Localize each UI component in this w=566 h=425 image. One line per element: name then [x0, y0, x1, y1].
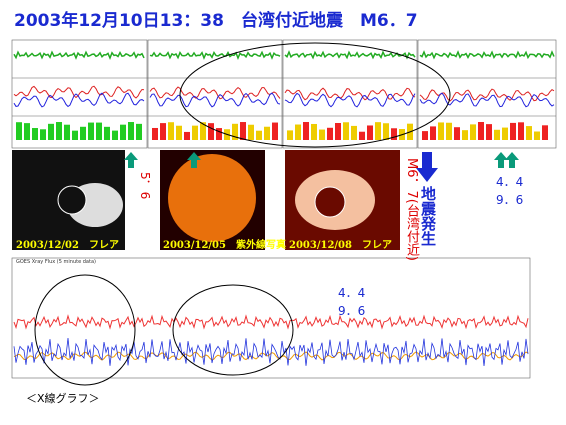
bar-decoration	[319, 129, 325, 140]
lower-chart	[11, 257, 531, 379]
bar-decoration	[430, 126, 436, 140]
bar-decoration	[287, 130, 293, 140]
bar-decoration	[510, 122, 516, 140]
bar-decoration	[56, 122, 62, 140]
bar-decoration	[327, 127, 333, 140]
bar-decoration	[311, 123, 317, 140]
annotation: 5．6	[138, 172, 152, 200]
bar-decoration	[168, 122, 174, 140]
trace	[13, 92, 145, 108]
occulter	[57, 185, 87, 215]
quake-arrow	[416, 152, 438, 182]
bar-decoration	[359, 131, 365, 140]
highlight-ellipse	[34, 274, 136, 386]
bar-decoration	[534, 131, 540, 140]
bar-decoration	[454, 127, 460, 140]
annotation: 4．4	[338, 286, 366, 300]
quake-event: 地震発生	[419, 186, 437, 246]
bar-decoration	[24, 123, 30, 140]
bar-decoration	[40, 129, 46, 140]
trace	[13, 314, 529, 330]
highlight-ellipse	[172, 284, 294, 376]
bar-decoration	[96, 122, 102, 140]
bar-decoration	[216, 128, 222, 140]
bar-decoration	[446, 122, 452, 140]
xray-traces	[13, 314, 529, 366]
bar-decoration	[272, 122, 278, 140]
title: 2003年12月10日13：38 台湾付近地震 M6．7	[14, 11, 418, 31]
bar-decoration	[248, 124, 254, 140]
bar-decoration	[494, 129, 500, 140]
bar-decoration	[160, 123, 166, 140]
bar-decoration	[526, 126, 532, 140]
trace	[149, 86, 281, 100]
bar-decoration	[88, 122, 94, 140]
trace	[13, 85, 145, 99]
bar-decoration	[295, 124, 301, 140]
trace	[284, 87, 416, 101]
bar-decoration	[367, 125, 373, 140]
bar-decoration	[438, 122, 444, 140]
trace	[149, 92, 281, 108]
bar-decoration	[184, 131, 190, 140]
bar-decoration	[120, 124, 126, 140]
occulter	[314, 186, 346, 218]
bar-decoration	[542, 125, 548, 140]
bar-decoration	[502, 127, 508, 140]
bar-decoration	[128, 122, 134, 140]
bar-decoration	[48, 123, 54, 140]
annotation: 9．6	[496, 193, 524, 207]
annotation: 4．4	[496, 175, 524, 189]
bar-decoration	[208, 123, 214, 140]
bar-decoration	[64, 124, 70, 140]
bar-decoration	[375, 122, 381, 140]
bar-decoration	[256, 130, 262, 140]
footer: ＜X線グラフ＞	[26, 392, 100, 405]
trace	[419, 50, 555, 60]
chart-traces	[13, 50, 555, 140]
bar-decoration	[462, 130, 468, 140]
bar-decoration	[391, 128, 397, 140]
bar-decoration	[32, 128, 38, 140]
bar-decoration	[343, 122, 349, 140]
bar-decoration	[518, 122, 524, 140]
bar-decoration	[335, 123, 341, 140]
bar-decoration	[383, 123, 389, 140]
image-caption: 2003/12/08 フレア	[289, 240, 392, 251]
image-caption: 2003/12/05 紫外線写真	[163, 240, 286, 251]
bar-decoration	[16, 122, 22, 140]
bar-decoration	[486, 124, 492, 140]
bar-decoration	[478, 122, 484, 140]
bar-decoration	[152, 127, 158, 140]
trace	[284, 50, 416, 60]
quake-magnitude: M6．7(台湾付近)	[404, 158, 419, 261]
bar-decoration	[72, 130, 78, 140]
highlight-ellipse	[179, 42, 451, 148]
annotation: 9．6	[338, 304, 366, 318]
bar-decoration	[192, 125, 198, 140]
bar-decoration	[112, 130, 118, 140]
trace	[13, 50, 145, 60]
bar-decoration	[303, 122, 309, 140]
bar-decoration	[200, 122, 206, 140]
bar-decoration	[104, 126, 110, 140]
bar-decoration	[80, 126, 86, 140]
bar-decoration	[351, 125, 357, 140]
trace	[13, 338, 529, 366]
bar-decoration	[136, 123, 142, 140]
bar-decoration	[422, 131, 428, 140]
trace	[149, 50, 281, 60]
bar-decoration	[232, 123, 238, 140]
bar-decoration	[240, 122, 246, 140]
chart-title: GOES Xray Flux (5 minute data)	[16, 259, 96, 265]
sun	[168, 154, 256, 242]
trace	[419, 92, 555, 108]
bar-decoration	[470, 124, 476, 140]
image-caption: 2003/12/02 フレア	[16, 240, 119, 251]
bar-decoration	[264, 126, 270, 140]
bar-decoration	[176, 125, 182, 140]
trace	[284, 92, 416, 108]
